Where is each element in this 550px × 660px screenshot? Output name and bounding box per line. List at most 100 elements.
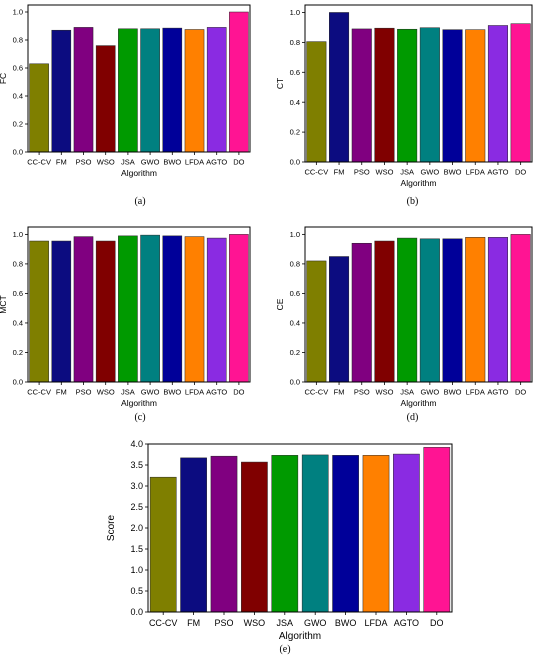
x-tick-label: FM xyxy=(56,388,67,397)
chart-panel-c: 0.0 0.2 0.4 0.6 0.8 1.0 CC-CV FM PSO WSO JSA GWO BWO… xyxy=(0,222,270,437)
x-tick-label: CC-CV xyxy=(304,388,328,397)
x-tick-label: WSO xyxy=(244,618,266,628)
x-axis-title: Algorithm xyxy=(121,168,157,178)
bar-bwo xyxy=(162,235,183,383)
y-tick-label: 0.2 xyxy=(290,348,300,357)
chart-fc: 0.0 0.2 0.4 0.6 0.8 1.0 CC-CV FM PSO WSO JSA GWO BWO… xyxy=(0,4,251,178)
caption-d: (d) xyxy=(406,412,419,423)
y-tick-label: 0.2 xyxy=(13,348,23,357)
bar-gwo xyxy=(140,28,160,153)
x-tick-label: GWO xyxy=(141,388,160,397)
bar-agto xyxy=(393,453,420,613)
x-tick-label: PSO xyxy=(354,168,370,177)
caption-e: (e) xyxy=(279,644,291,655)
chart-ce: 0.0 0.2 0.4 0.6 0.8 1.0 CC-CV FM PSO WSO JSA GWO BWO… xyxy=(275,226,533,408)
y-tick-label: 2.0 xyxy=(130,523,143,533)
x-tick-label: JSA xyxy=(400,168,414,177)
y-tick-label: 0.4 xyxy=(13,92,23,101)
y-tick-label: 1.5 xyxy=(130,544,143,554)
plot-frame xyxy=(304,226,533,383)
bar-jsa xyxy=(397,28,418,163)
plot-frame xyxy=(27,226,251,383)
y-tick-label: 0.5 xyxy=(130,586,143,596)
bar-bwo xyxy=(442,238,463,383)
y-tick-label: 0.4 xyxy=(13,319,23,328)
y-tick-label: 0.6 xyxy=(290,68,300,77)
x-axis-title: Algorithm xyxy=(121,398,157,408)
bar-gwo xyxy=(419,27,440,163)
y-tick-label: 0.0 xyxy=(13,148,23,157)
y-tick-label: 1.0 xyxy=(290,8,300,17)
bar-lfda xyxy=(465,29,486,163)
x-tick-label: BWO xyxy=(163,388,181,397)
bar-fm xyxy=(51,29,72,153)
bar-fm xyxy=(180,457,207,613)
bar-fm xyxy=(51,240,72,383)
bar-agto xyxy=(487,237,508,383)
plot-frame xyxy=(27,4,251,153)
bar-bwo xyxy=(162,27,183,153)
bar-lfda xyxy=(465,237,486,383)
bar-agto xyxy=(206,27,227,153)
y-tick-label: 0.6 xyxy=(13,64,23,73)
x-tick-label: JSA xyxy=(277,618,294,628)
bar-pso xyxy=(351,242,372,383)
x-tick-label: GWO xyxy=(420,388,439,397)
bar-jsa xyxy=(271,455,299,613)
y-tick-label: 0.0 xyxy=(290,378,300,387)
x-tick-label: WSO xyxy=(375,168,393,177)
x-tick-label: CC-CV xyxy=(149,618,178,628)
x-tick-label: WSO xyxy=(375,388,393,397)
bar-agto xyxy=(206,237,227,383)
chart-panel-d: 0.0 0.2 0.4 0.6 0.8 1.0 CC-CV FM PSO WSO JSA GWO BWO… xyxy=(275,222,550,437)
y-tick-label: 0.8 xyxy=(13,36,23,45)
caption-c: (c) xyxy=(134,412,146,423)
chart-panel-a: 0.0 0.2 0.4 0.6 0.8 1.0 CC-CV FM PSO WSO JSA GWO BWO… xyxy=(0,0,270,215)
x-tick-label: JSA xyxy=(121,388,135,397)
x-tick-label: PSO xyxy=(214,618,233,628)
y-tick-label: 1.0 xyxy=(130,565,143,575)
x-axis-title: Algorithm xyxy=(401,178,437,188)
x-tick-label: CC-CV xyxy=(304,168,328,177)
x-tick-label: WSO xyxy=(97,158,115,167)
bar-gwo xyxy=(419,238,440,383)
bar-fm xyxy=(329,256,350,383)
y-tick-label: 1.0 xyxy=(13,230,23,239)
bar-cc-cv xyxy=(29,63,49,153)
x-tick-label: DO xyxy=(233,388,244,397)
bar-wso xyxy=(95,45,116,153)
x-tick-label: CC-CV xyxy=(27,388,51,397)
chart-mct: 0.0 0.2 0.4 0.6 0.8 1.0 CC-CV FM PSO WSO JSA GWO BWO… xyxy=(0,226,251,408)
x-tick-label: AGTO xyxy=(206,388,227,397)
x-tick-label: BWO xyxy=(163,158,181,167)
x-tick-label: LFDA xyxy=(466,168,485,177)
x-tick-label: GWO xyxy=(420,168,439,177)
plot-frame xyxy=(304,4,533,163)
x-tick-label: FM xyxy=(334,388,345,397)
bar-jsa xyxy=(118,28,138,153)
y-axis-title: MCT xyxy=(0,295,8,313)
x-tick-label: CC-CV xyxy=(27,158,51,167)
x-tick-label: AGTO xyxy=(206,158,227,167)
x-tick-label: LFDA xyxy=(466,388,485,397)
x-tick-label: JSA xyxy=(400,388,414,397)
caption-a: (a) xyxy=(134,196,146,207)
x-tick-label: FM xyxy=(56,158,67,167)
y-tick-label: 0.8 xyxy=(13,260,23,269)
x-tick-label: FM xyxy=(334,168,345,177)
x-tick-label: PSO xyxy=(76,388,92,397)
bar-do xyxy=(229,11,249,153)
y-tick-label: 0.2 xyxy=(13,120,23,129)
bar-do xyxy=(229,234,249,383)
y-axis-title: FC xyxy=(0,73,8,84)
bar-do xyxy=(510,234,531,383)
bar-lfda xyxy=(362,455,390,613)
x-tick-label: AGTO xyxy=(487,168,508,177)
y-tick-label: 0.0 xyxy=(130,607,143,617)
y-tick-label: 3.5 xyxy=(130,460,143,470)
chart-ct: 0.0 0.2 0.4 0.6 0.8 1.0 CC-CV FM PSO WSO JSA GWO BWO… xyxy=(275,4,533,188)
x-tick-label: PSO xyxy=(76,158,92,167)
bar-gwo xyxy=(140,234,160,383)
bar-cc-cv xyxy=(29,240,49,383)
y-tick-label: 0.8 xyxy=(290,260,300,269)
